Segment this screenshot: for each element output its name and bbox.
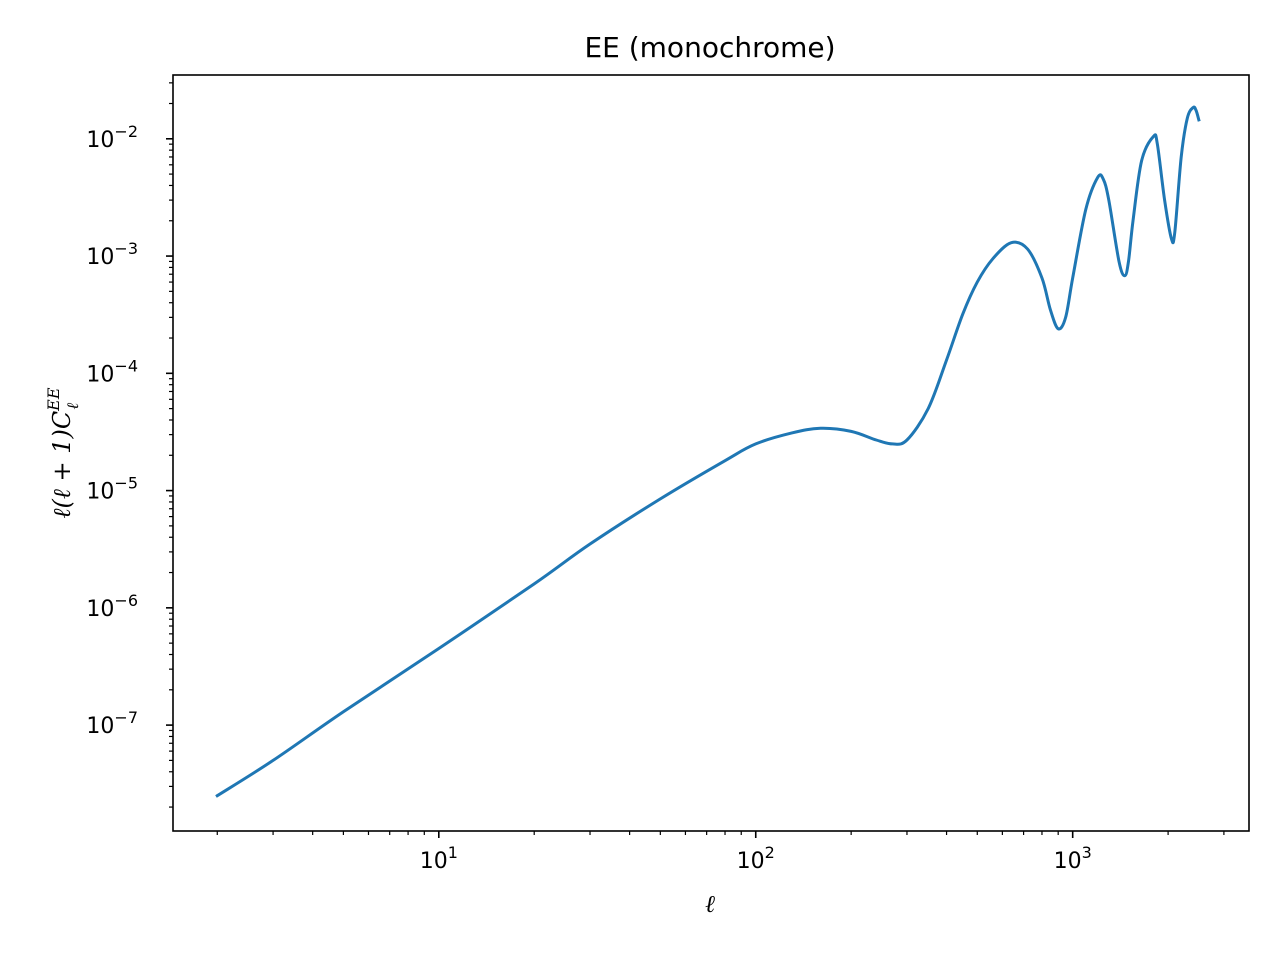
- x-axis-label: ℓ: [705, 890, 715, 918]
- series-line: [215, 105, 1201, 798]
- y-tick-label: 10−4: [86, 356, 138, 387]
- x-tick-label: 101: [420, 843, 458, 874]
- x-tick-label: 103: [1054, 843, 1092, 874]
- y-tick-label: 10−5: [86, 474, 138, 505]
- y-axis-label: ℓ(ℓ + 1)CEEℓ: [44, 387, 82, 518]
- y-tick-label: 10−3: [86, 239, 138, 270]
- y-axis-label-main: ℓ(ℓ + 1)C: [48, 411, 76, 519]
- y-tick-label: 10−2: [86, 122, 138, 153]
- axis-ticks: 101 102 103 10−7 10−6 10−5 10−4 10−3 10−2: [86, 82, 1225, 874]
- y-axis-label-sub: ℓ: [63, 402, 82, 409]
- chart-title: EE (monochrome): [584, 31, 835, 64]
- axes-frame: [172, 74, 1250, 832]
- y-tick-label: 10−6: [86, 591, 138, 622]
- y-axis-label-sup: EE: [44, 387, 63, 412]
- y-tick-label: 10−7: [86, 708, 138, 739]
- plot-area: [215, 105, 1201, 798]
- x-tick-label: 102: [737, 843, 775, 874]
